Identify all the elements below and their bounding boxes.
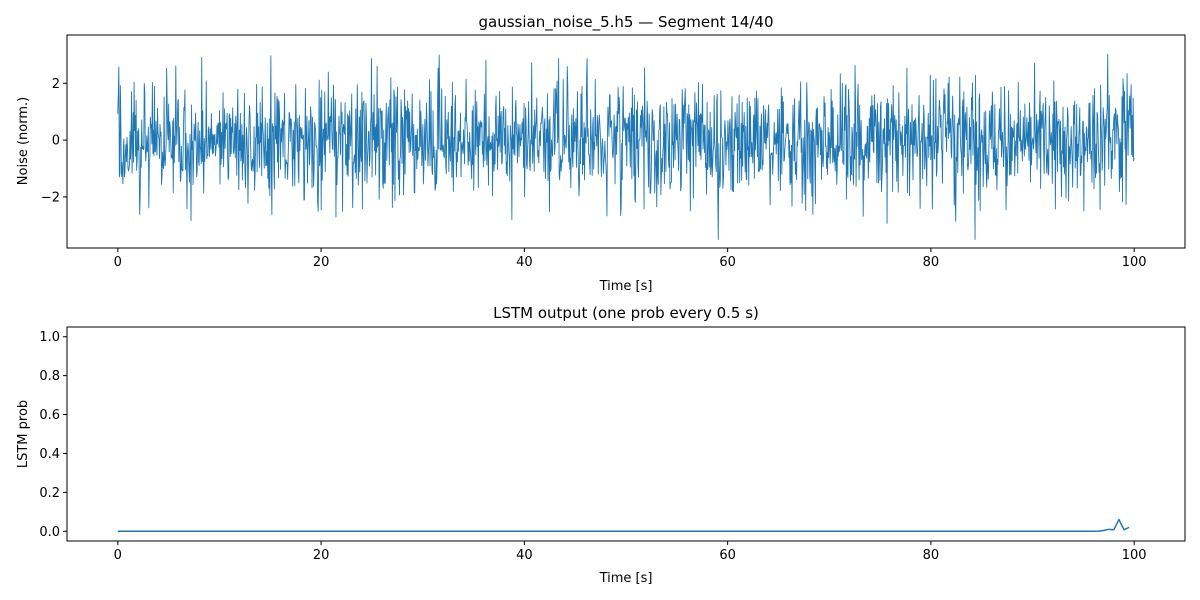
noise-xlabel: Time [s] [599, 279, 653, 294]
noise-ytick-label: −2 [41, 190, 60, 205]
noise-title: gaussian_noise_5.h5 — Segment 14/40 [478, 13, 773, 32]
lstm-axes-frame [66, 326, 1186, 542]
lstm-title: LSTM output (one prob every 0.5 s) [493, 304, 759, 322]
lstm-ylabel: LSTM prob [16, 400, 31, 468]
lstm-ytick-label: 0.6 [39, 408, 60, 423]
noise-axes: 0 20 40 60 80 100 −2 0 2 gaussian_noise_5.h5 — S… [16, 13, 1186, 294]
lstm-ytick-label: 0.4 [39, 447, 60, 462]
noise-ytick-label: 2 [52, 77, 60, 92]
lstm-ticks: 0 20 40 60 80 100 0.0 0.2 0.4 0.6 0.8 1.0 [39, 330, 1146, 563]
noise-ylabel: Noise (norm.) [16, 97, 31, 185]
lstm-ytick-label: 0.2 [39, 486, 60, 501]
noise-axes-frame [66, 34, 1186, 249]
lstm-series-line [117, 518, 1130, 533]
noise-ytick-label: 0 [52, 134, 60, 149]
lstm-xtick-label: 80 [923, 548, 940, 563]
lstm-xtick-label: 60 [719, 548, 736, 563]
lstm-xtick-label: 40 [516, 548, 533, 563]
lstm-xtick-label: 20 [313, 548, 330, 563]
lstm-series-group [117, 518, 1130, 533]
lstm-xtick-label: 0 [114, 548, 122, 563]
lstm-xtick-label: 100 [1122, 548, 1147, 563]
noise-series-line [117, 53, 1135, 240]
lstm-ytick-label: 0.8 [39, 369, 60, 384]
noise-xtick-label: 20 [313, 255, 330, 270]
lstm-axes: 0 20 40 60 80 100 0.0 0.2 0.4 0.6 0.8 1.0 LSTM outp… [16, 304, 1186, 586]
noise-xtick-label: 40 [516, 255, 533, 270]
lstm-xlabel: Time [s] [599, 571, 653, 586]
lstm-ytick-label: 1.0 [39, 330, 60, 345]
noise-xtick-label: 0 [114, 255, 122, 270]
noise-xtick-label: 80 [923, 255, 940, 270]
noise-ticks: 0 20 40 60 80 100 −2 0 2 [41, 77, 1147, 270]
noise-xtick-label: 60 [719, 255, 736, 270]
noise-xtick-label: 100 [1122, 255, 1147, 270]
noise-series-group [117, 53, 1135, 240]
lstm-ytick-label: 0.0 [39, 525, 60, 540]
